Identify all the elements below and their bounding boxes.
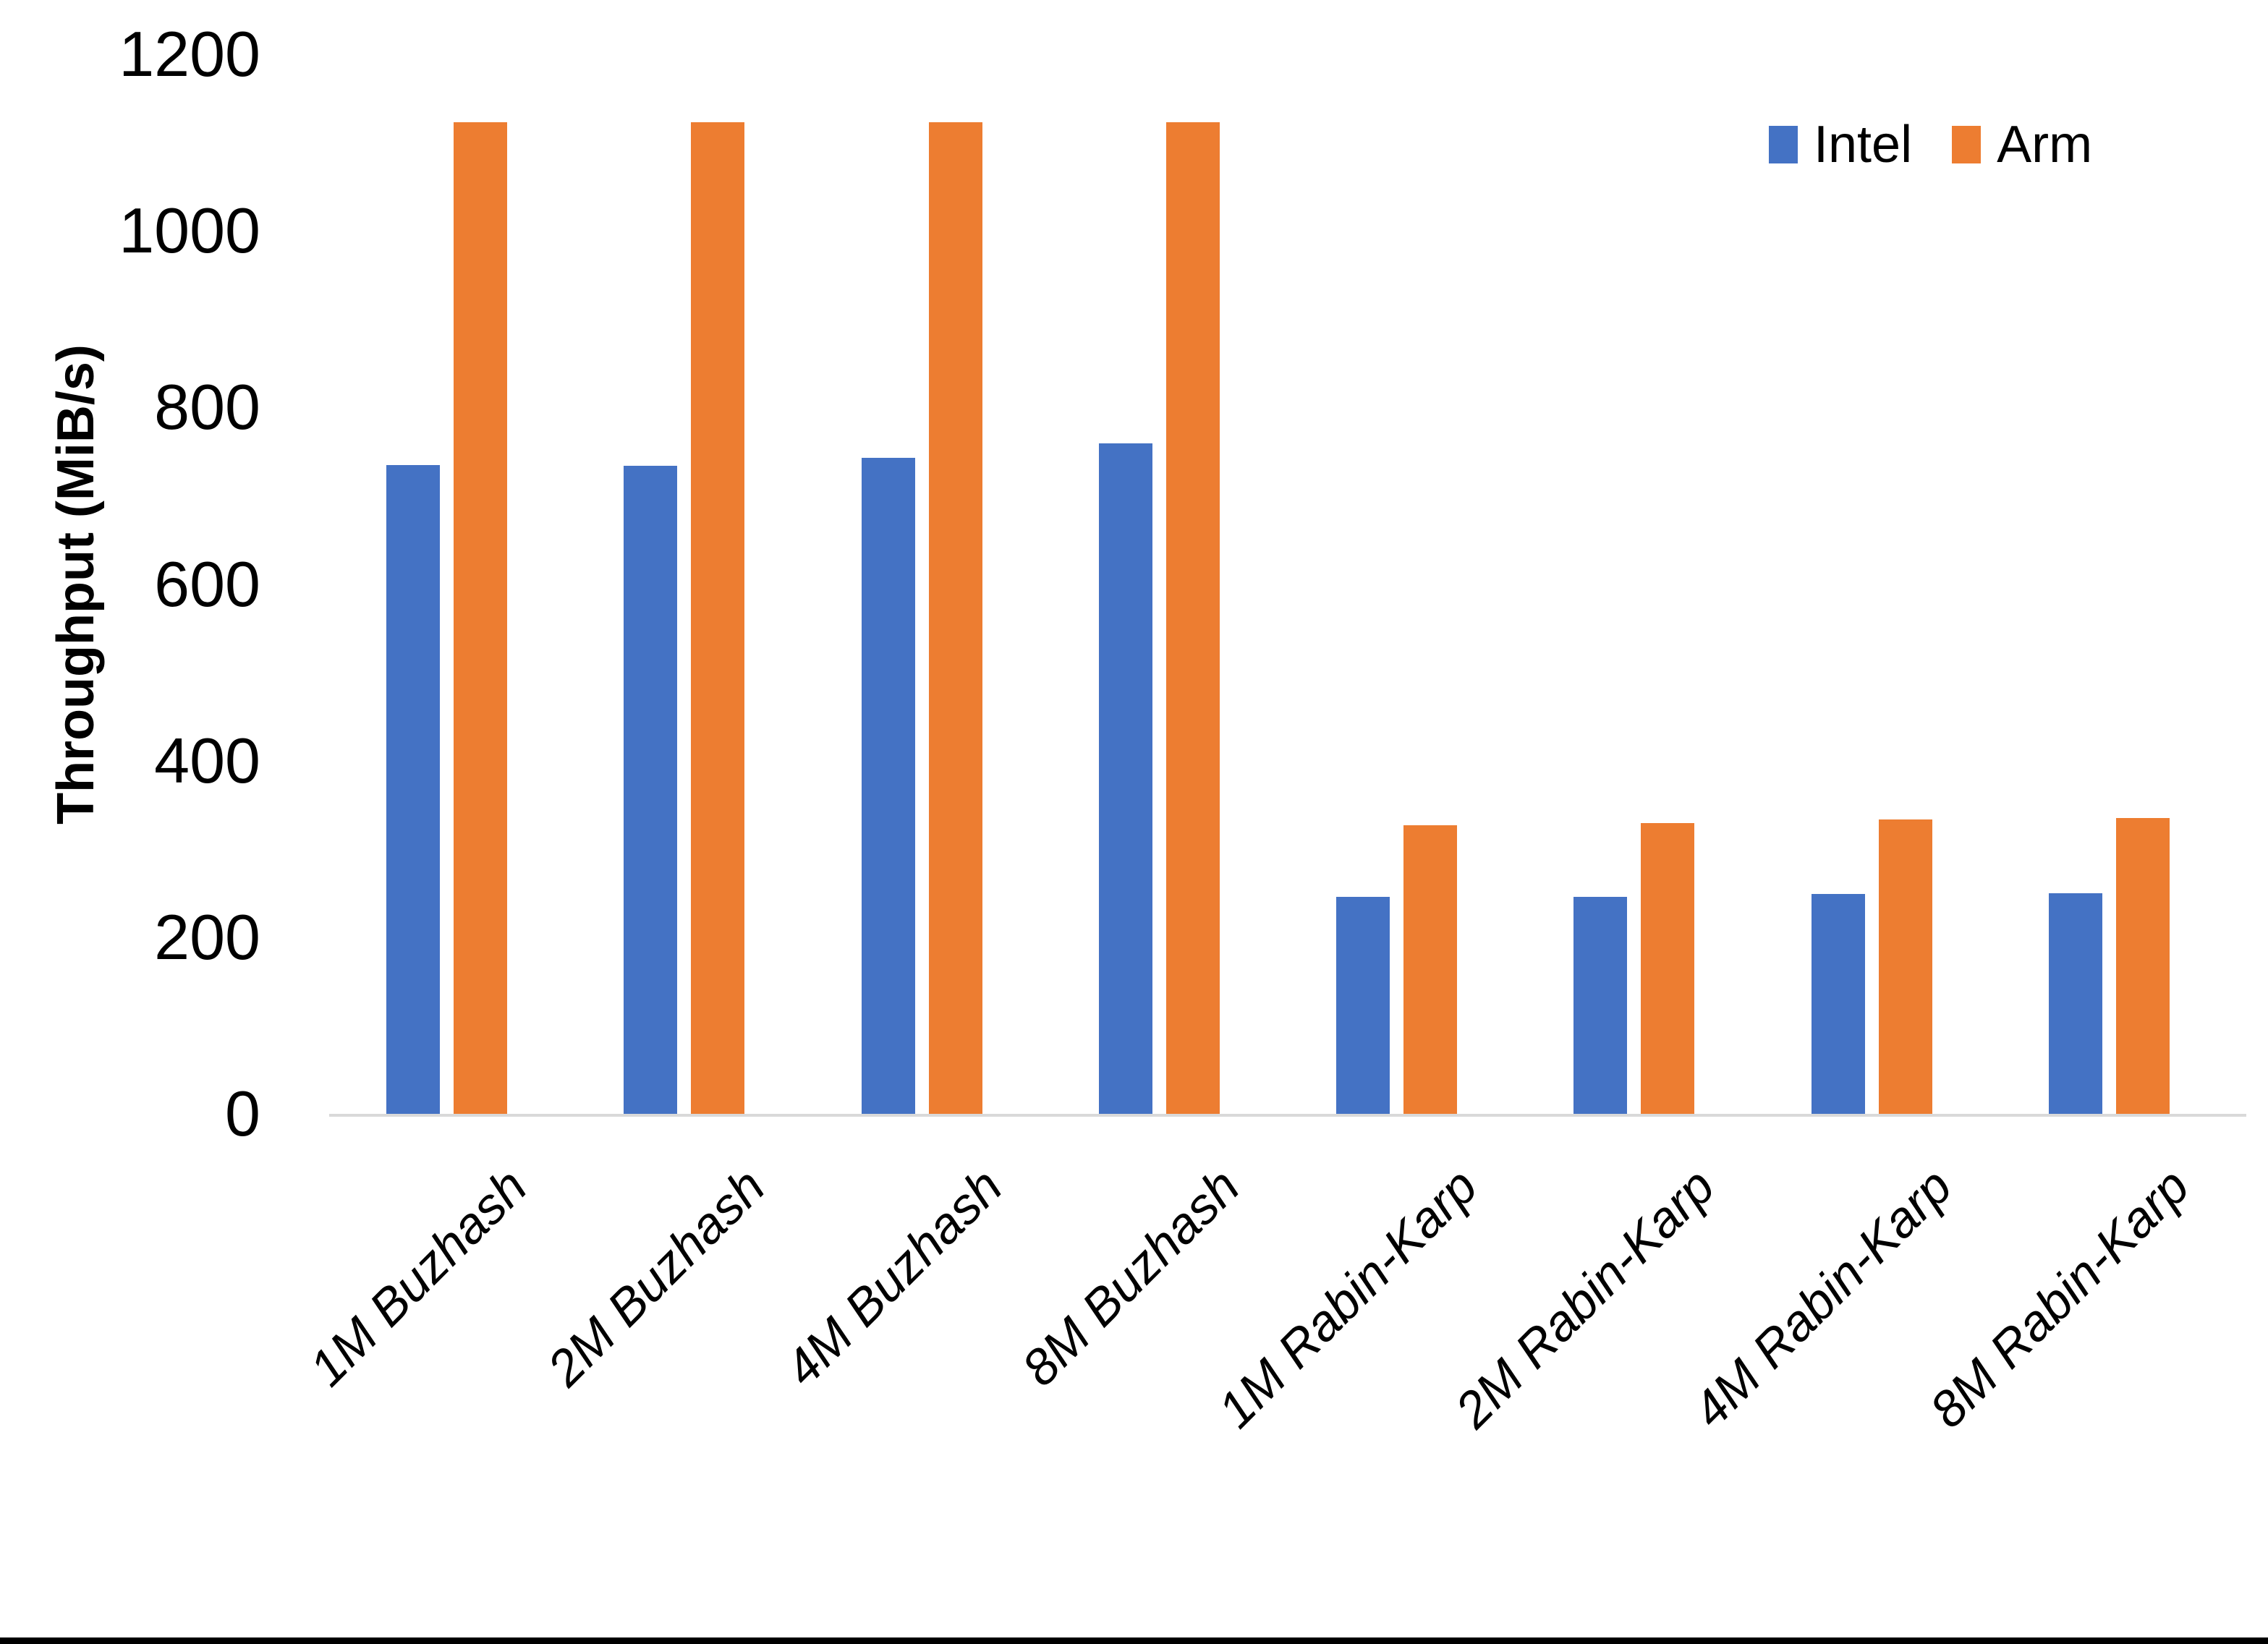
x-tick-label-1m-buzhash: 1M Buzhash — [299, 1157, 538, 1397]
y-tick-label-1200: 1200 — [119, 18, 260, 90]
bar-intel-8m-rabin-karp — [2048, 893, 2102, 1114]
x-tick-label-8m-buzhash: 8M Buzhash — [1011, 1157, 1251, 1397]
y-tick-label-800: 800 — [154, 371, 260, 443]
y-tick-label-0: 0 — [225, 1078, 260, 1149]
bar-arm-2m-rabin-karp — [1641, 823, 1695, 1114]
bar-intel-2m-rabin-karp — [1573, 896, 1628, 1114]
bar-intel-4m-buzhash — [861, 457, 915, 1114]
bar-intel-2m-buzhash — [624, 465, 678, 1114]
y-tick-label-400: 400 — [154, 724, 260, 796]
bar-arm-4m-buzhash — [928, 122, 982, 1114]
bar-intel-8m-buzhash — [1098, 443, 1152, 1114]
bar-arm-1m-rabin-karp — [1403, 825, 1457, 1114]
y-axis-tick-labels: 0 200 400 600 800 1000 1200 — [0, 0, 260, 1644]
y-tick-label-1000: 1000 — [119, 195, 260, 267]
arm-series-swatch — [1952, 126, 1982, 163]
y-tick-label-200: 200 — [154, 900, 260, 973]
bar-arm-4m-rabin-karp — [1878, 819, 1932, 1114]
bar-intel-1m-rabin-karp — [1336, 896, 1390, 1114]
intel-series-label: Intel — [1814, 116, 1913, 174]
bar-arm-8m-buzhash — [1165, 122, 1220, 1114]
intel-series-swatch — [1769, 126, 1798, 163]
x-tick-label-2m-buzhash: 2M Buzhash — [536, 1157, 776, 1397]
bar-intel-1m-buzhash — [386, 464, 440, 1114]
arm-series-label: Arm — [1997, 116, 2093, 174]
bar-arm-1m-buzhash — [454, 122, 507, 1114]
y-tick-label-600: 600 — [154, 548, 260, 620]
legend-item-arm: Arm — [1952, 116, 2092, 174]
legend-item-intel: Intel — [1769, 116, 1912, 174]
x-tick-label-4m-buzhash: 4M Buzhash — [773, 1157, 1013, 1397]
bar-intel-4m-rabin-karp — [1811, 894, 1865, 1114]
bar-arm-8m-rabin-karp — [2115, 818, 2170, 1114]
window-bottom-edge — [0, 1637, 2268, 1644]
x-axis-line — [329, 1114, 2246, 1117]
legend: Intel Arm — [1769, 116, 2092, 174]
bar-arm-2m-buzhash — [691, 122, 745, 1114]
